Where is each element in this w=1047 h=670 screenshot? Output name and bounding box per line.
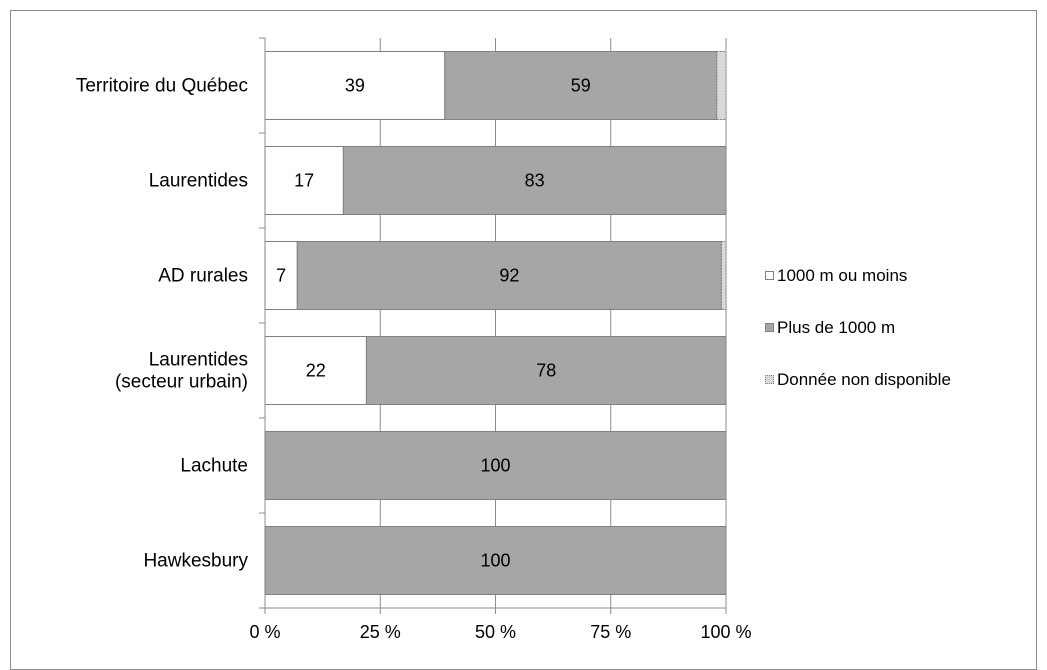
x-tick-label: 75 %: [590, 622, 631, 642]
data-label: 39: [345, 76, 365, 96]
data-label: 83: [525, 171, 545, 191]
legend-item-plus-de-1000m[interactable]: Plus de 1000 m: [765, 318, 951, 337]
category-label: Hawkesbury: [143, 551, 248, 572]
category-label-line: AD rurales: [158, 266, 248, 287]
legend-label-plus-de-1000m: Plus de 1000 m: [777, 317, 896, 337]
bar-segment: [365, 336, 727, 405]
category-label-line: Territoire du Québec: [76, 76, 248, 97]
legend: 1000 m ou moins Plus de 1000 m Donnée no…: [765, 266, 951, 422]
data-label: 100: [480, 551, 510, 571]
legend-swatch-donnee-non-disponible: [765, 375, 774, 384]
category-label-line: Laurentides: [149, 171, 248, 192]
bar-segment: [720, 241, 727, 310]
category-label: Laurentides: [149, 171, 248, 192]
data-label: 100: [480, 456, 510, 476]
legend-label-donnee-non-disponible: Donnée non disponible: [777, 369, 951, 389]
category-label-line: Lachute: [180, 456, 248, 477]
category-label: AD rurales: [158, 266, 248, 287]
x-tick-label: 100 %: [700, 622, 751, 642]
bar-segment: [296, 241, 722, 310]
bar-segment: [264, 51, 446, 120]
legend-item-donnee-non-disponible[interactable]: Donnée non disponible: [765, 370, 951, 389]
category-label: Laurentides (secteur urbain): [115, 350, 248, 393]
category-label-line: (secteur urbain): [115, 372, 248, 393]
category-label: Territoire du Québec: [76, 76, 248, 97]
data-label: 78: [536, 361, 556, 381]
legend-label-1000m-ou-moins: 1000 m ou moins: [777, 265, 908, 285]
bar-segment: [264, 431, 727, 500]
data-label: 7: [276, 266, 286, 286]
legend-swatch-plus-de-1000m: [765, 323, 774, 332]
bar-segment: [264, 526, 727, 595]
data-label: 22: [306, 361, 326, 381]
data-label: 17: [294, 171, 314, 191]
legend-item-1000m-ou-moins[interactable]: 1000 m ou moins: [765, 266, 951, 285]
bar-segment: [264, 336, 367, 405]
category-label: Lachute: [180, 456, 248, 477]
bar-segment: [716, 51, 727, 120]
stacked-bar-chart: 0 % 25 % 50 % 75 % 100 % 39 59 Territoire du Qu…: [76, 37, 752, 642]
category-label-line: Hawkesbury: [143, 551, 248, 572]
data-label: 59: [571, 76, 591, 96]
category-label-line: Laurentides: [149, 350, 248, 371]
data-label: 92: [499, 266, 519, 286]
x-tick-label: 0 %: [249, 622, 280, 642]
bar-segment: [444, 51, 718, 120]
bar-segment: [342, 146, 727, 215]
x-tick-label: 25 %: [360, 622, 401, 642]
legend-swatch-1000m-ou-moins: [765, 271, 774, 280]
x-tick-label: 50 %: [475, 622, 516, 642]
